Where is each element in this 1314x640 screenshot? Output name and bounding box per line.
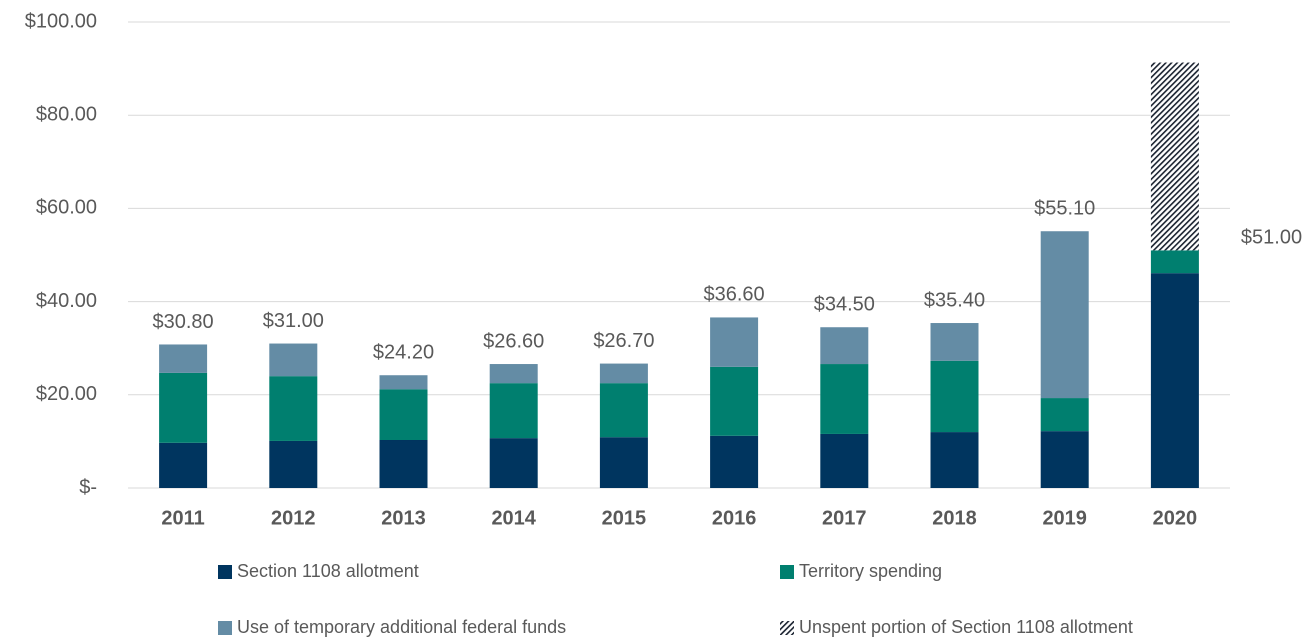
bar-segment xyxy=(489,364,538,384)
bar-segment xyxy=(599,363,648,384)
total-label: $51.00 xyxy=(1241,227,1302,249)
bar-segment xyxy=(710,366,759,436)
bar-segment xyxy=(1040,398,1089,432)
legend-label: Unspent portion of Section 1108 allotmen… xyxy=(799,617,1133,637)
bar-segment xyxy=(159,372,208,443)
legend-swatch xyxy=(780,621,794,635)
total-label: $35.40 xyxy=(924,289,985,311)
bar-segment xyxy=(599,383,648,438)
bar-segment xyxy=(489,383,538,439)
legend-label: Use of temporary additional federal fund… xyxy=(237,617,566,637)
y-tick-label: $20.00 xyxy=(36,383,97,405)
x-tick-label: 2020 xyxy=(1153,507,1198,529)
total-label: $31.00 xyxy=(263,310,324,332)
bar-segment xyxy=(930,432,979,488)
bar-segment xyxy=(1150,62,1199,251)
legend-swatch xyxy=(780,565,794,579)
total-label: $36.60 xyxy=(704,284,765,306)
x-tick-label: 2014 xyxy=(491,507,536,529)
legend-label: Section 1108 allotment xyxy=(237,561,419,581)
total-label: $26.70 xyxy=(593,330,654,352)
legend-label: Territory spending xyxy=(799,561,942,581)
total-label: $34.50 xyxy=(814,294,875,316)
bar-segment xyxy=(930,323,979,361)
bar-segment xyxy=(159,442,208,488)
y-tick-label: $40.00 xyxy=(36,290,97,312)
x-tick-label: 2017 xyxy=(822,507,867,529)
bar-segment xyxy=(1040,231,1089,399)
bar-segment xyxy=(379,375,428,390)
bar-segment xyxy=(269,343,318,377)
x-tick-label: 2013 xyxy=(381,507,426,529)
bar-segment xyxy=(379,440,428,488)
bar-segment xyxy=(710,435,759,488)
total-label: $55.10 xyxy=(1034,198,1095,220)
x-tick-label: 2015 xyxy=(602,507,647,529)
bar-segment xyxy=(489,438,538,488)
y-tick-label: $80.00 xyxy=(36,103,97,125)
bar-segment xyxy=(159,344,208,373)
bar-segment xyxy=(599,437,648,488)
bar-segment xyxy=(930,360,979,433)
x-tick-label: 2019 xyxy=(1042,507,1087,529)
bar-segment xyxy=(1040,431,1089,488)
x-tick-label: 2011 xyxy=(161,507,204,529)
bar-segment xyxy=(820,364,869,434)
total-label: $24.20 xyxy=(373,342,434,364)
x-tick-label: 2018 xyxy=(932,507,977,529)
x-tick-label: 2012 xyxy=(271,507,316,529)
y-tick-label: $100.00 xyxy=(25,10,97,32)
bar-segment xyxy=(1150,250,1199,274)
bar-segment xyxy=(379,389,428,441)
bar-segment xyxy=(1150,273,1199,488)
bar-segment xyxy=(820,327,869,365)
legend-swatch xyxy=(218,565,232,579)
y-tick-label: $- xyxy=(79,476,97,498)
legend-swatch xyxy=(218,621,232,635)
bar-segment xyxy=(820,433,869,488)
bar-segment xyxy=(710,317,759,367)
y-tick-label: $60.00 xyxy=(36,197,97,219)
total-label: $30.80 xyxy=(153,311,214,333)
x-tick-label: 2016 xyxy=(712,507,757,529)
total-label: $26.60 xyxy=(483,330,544,352)
bar-segment xyxy=(269,440,318,488)
bar-segment xyxy=(269,376,318,441)
